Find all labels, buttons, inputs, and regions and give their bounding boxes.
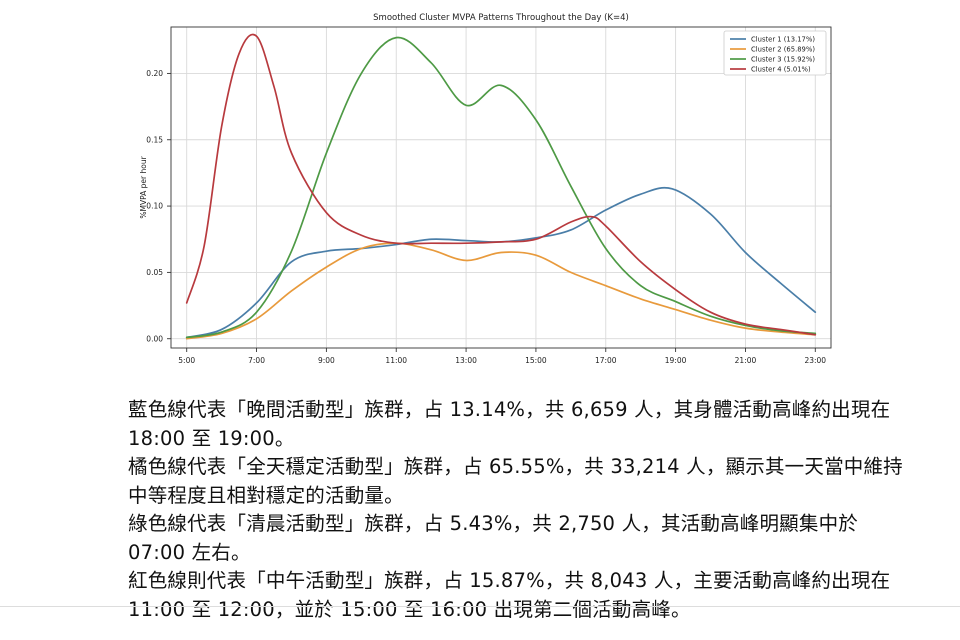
legend-label-3: Cluster 3 (15.92%) xyxy=(751,56,815,64)
description-line-orange: 橘色線代表「全天穩定活動型」族群，占 65.55%，共 33,214 人，顯示其… xyxy=(128,455,903,507)
description-text: 藍色線代表「晚間活動型」族群，占 13.14%，共 6,659 人，其身體活動高… xyxy=(128,396,908,624)
y-tick-label: 0.20 xyxy=(146,69,163,78)
plot-frame xyxy=(170,26,832,349)
y-tick-label: 0.05 xyxy=(146,268,163,277)
x-tick-label: 23:00 xyxy=(804,356,826,365)
line-chart: 5:00 7:00 9:00 11:00 13:00 15:00 17:00 19:00 21:… xyxy=(139,13,832,365)
x-tick-label: 11:00 xyxy=(385,356,407,365)
x-tick-label: 17:00 xyxy=(595,356,617,365)
x-tick-label: 21:00 xyxy=(735,356,757,365)
series-line-3 xyxy=(185,36,817,339)
legend-box xyxy=(723,30,827,76)
y-tick-label: 0.10 xyxy=(146,202,163,211)
legend-label-2: Cluster 2 (65.89%) xyxy=(751,46,815,54)
description-line-blue: 藍色線代表「晚間活動型」族群，占 13.14%，共 6,659 人，其身體活動高… xyxy=(128,398,891,450)
footer-divider xyxy=(0,606,960,607)
legend-label-1: Cluster 1 (13.17%) xyxy=(751,36,815,44)
description-line-red: 紅色線則代表「中午活動型」族群，占 15.87%，共 8,043 人，主要活動高… xyxy=(128,569,891,621)
x-tick-label: 19:00 xyxy=(665,356,687,365)
plot-area xyxy=(171,27,831,348)
x-tick-label: 5:00 xyxy=(178,356,195,365)
x-tick-label: 7:00 xyxy=(248,356,265,365)
series-line-4 xyxy=(185,33,817,336)
y-axis-label: %MVPA per hour xyxy=(139,155,148,218)
series-line-2 xyxy=(185,242,817,340)
description-line-green: 綠色線代表「清晨活動型」族群，占 5.43%，共 2,750 人，其活動高峰明顯… xyxy=(128,512,858,564)
legend-label-4: Cluster 4 (5.01%) xyxy=(751,66,811,74)
x-tick-label: 13:00 xyxy=(455,356,477,365)
y-tick-label: 0.15 xyxy=(146,135,163,144)
chart-title: Smoothed Cluster MVPA Patterns Throughou… xyxy=(373,13,629,23)
x-tick-label: 15:00 xyxy=(525,356,547,365)
y-tick-label: 0.00 xyxy=(146,334,163,343)
x-tick-label: 9:00 xyxy=(318,356,335,365)
